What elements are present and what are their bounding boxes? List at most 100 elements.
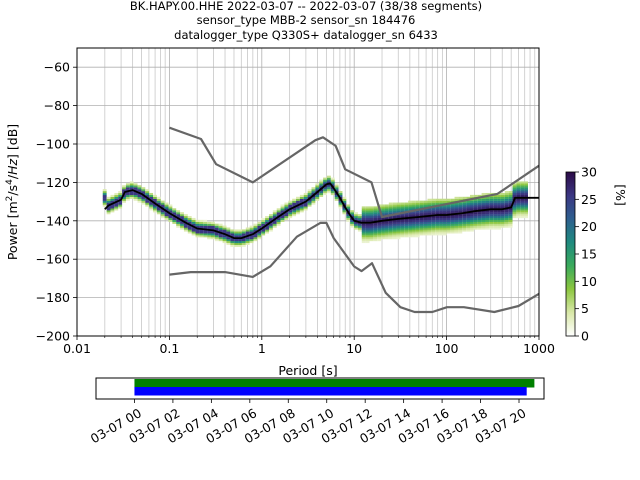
histogram-cell — [477, 227, 482, 230]
histogram-cell — [516, 200, 521, 203]
histogram-cell — [257, 233, 262, 236]
histogram-cell — [493, 221, 498, 224]
histogram-cell — [249, 231, 254, 234]
histogram-cell — [477, 204, 482, 207]
histogram-cell — [187, 219, 192, 222]
histogram-cell — [222, 240, 227, 244]
histogram-cell — [191, 221, 196, 224]
histogram-cell — [466, 216, 471, 219]
histogram-cell — [388, 229, 393, 232]
histogram-cell — [137, 185, 142, 188]
histogram-cell — [160, 214, 165, 217]
histogram-cell — [493, 225, 498, 228]
histogram-cell — [512, 194, 517, 197]
histogram-cell — [439, 225, 443, 228]
histogram-cell — [268, 229, 273, 232]
histogram-cell — [512, 187, 517, 190]
histogram-cell — [199, 231, 204, 234]
histogram-cell — [427, 231, 432, 234]
histogram-cell — [122, 187, 126, 190]
histogram-cell — [315, 192, 320, 196]
histogram-cell — [234, 235, 239, 238]
histogram-cell — [207, 223, 211, 226]
histogram-cell — [481, 206, 486, 209]
histogram-cell — [485, 219, 490, 222]
histogram-cell — [365, 240, 370, 244]
histogram-cell — [326, 185, 331, 188]
histogram-cell — [493, 206, 498, 209]
histogram-cell — [303, 194, 308, 197]
plot-frame — [76, 47, 540, 337]
histogram-cell — [361, 239, 366, 242]
histogram-cell — [365, 227, 370, 230]
histogram-cell — [458, 231, 463, 234]
histogram-cell — [439, 216, 443, 219]
histogram-cell — [238, 233, 242, 236]
histogram-cell — [450, 231, 455, 234]
histogram-cell — [454, 219, 459, 222]
histogram-cell — [238, 240, 242, 244]
histogram-cell — [272, 221, 277, 224]
y-axis-label: Power [m2/s4/Hz] [dB] — [5, 124, 20, 260]
histogram-cell — [427, 212, 432, 215]
histogram-cell — [346, 208, 351, 211]
histogram-cell — [218, 227, 223, 230]
histogram-cell — [458, 208, 463, 211]
histogram-cell — [299, 194, 304, 197]
histogram-cell — [315, 189, 320, 192]
histogram-cell — [261, 233, 266, 236]
histogram-cell — [145, 200, 150, 203]
histogram-cell — [141, 189, 146, 192]
histogram-cell — [330, 189, 335, 192]
histogram-cell — [466, 219, 471, 222]
histogram-cell — [408, 204, 413, 207]
histogram-cell — [299, 200, 304, 203]
histogram-cell — [249, 229, 254, 232]
histogram-cell — [164, 214, 169, 217]
histogram-cell — [427, 225, 432, 228]
histogram-cell — [334, 187, 339, 190]
histogram-cell — [427, 202, 432, 205]
histogram-cell — [330, 192, 335, 196]
histogram-cell — [450, 229, 455, 232]
histogram-cell — [361, 216, 366, 219]
histogram-cell — [326, 181, 331, 184]
histogram-cell — [415, 202, 420, 205]
histogram-cell — [512, 204, 517, 207]
histogram-cell — [319, 191, 324, 194]
histogram-cell — [307, 198, 312, 201]
histogram-cell — [412, 208, 416, 211]
histogram-cell — [187, 229, 192, 232]
histogram-cell — [415, 221, 420, 224]
histogram-cell — [296, 206, 300, 209]
histogram-cell — [497, 221, 501, 224]
histogram-cell — [207, 231, 211, 234]
histogram-cell — [412, 206, 416, 209]
histogram-cell — [450, 217, 455, 221]
histogram-cell — [427, 200, 432, 203]
histogram-cell — [153, 200, 157, 203]
histogram-cell — [176, 216, 181, 219]
histogram-cell — [172, 217, 177, 221]
histogram-cell — [357, 225, 362, 228]
histogram-cell — [172, 208, 177, 211]
histogram-cell — [423, 231, 428, 234]
histogram-cell — [199, 235, 204, 238]
histogram-cell — [396, 202, 401, 205]
histogram-cell — [477, 200, 482, 203]
histogram-cell — [512, 183, 517, 186]
histogram-cell — [500, 212, 505, 215]
histogram-cell — [272, 214, 277, 217]
histogram-cell — [512, 208, 517, 211]
histogram-cell — [442, 233, 447, 236]
histogram-cell — [384, 204, 389, 207]
histogram-cell — [415, 233, 420, 236]
histogram-cell — [199, 221, 204, 224]
histogram-cell — [497, 204, 501, 207]
histogram-cell — [241, 233, 246, 236]
histogram-cell — [369, 231, 374, 234]
histogram-cell — [284, 204, 289, 207]
histogram-cell — [439, 219, 443, 222]
histogram-cell — [412, 219, 416, 222]
histogram-cell — [462, 217, 467, 221]
